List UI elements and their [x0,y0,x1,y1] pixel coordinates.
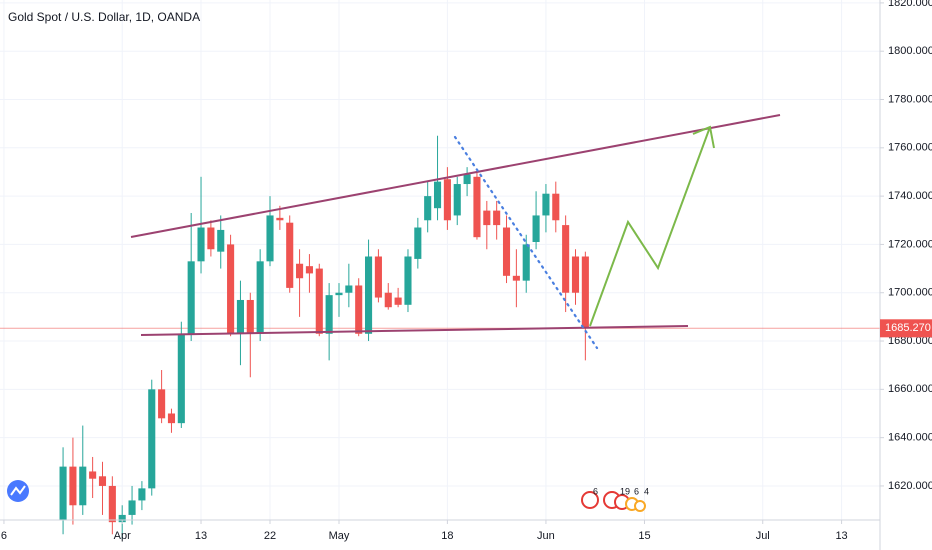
event-icons: 6 19 6 4 [581,486,649,512]
candle-body [463,174,471,185]
y-tick-label: 1620.000 [888,480,932,492]
candle-body [118,514,126,523]
candle-body [335,292,343,296]
chart-title: Gold Spot / U.S. Dollar, 1D, OANDA [8,10,200,24]
candle-body [473,176,481,238]
last-price-badge [880,319,932,338]
candle-body [246,299,254,334]
candle-body [187,261,195,334]
candle-body [355,285,363,334]
candle-body [79,466,87,506]
x-tick-label: Jul [756,530,770,542]
y-tick-label: 1800.000 [888,45,932,57]
logo-mark [10,485,26,496]
candle-body [384,292,392,308]
candle-body [502,227,511,276]
event-count: 19 [620,486,630,496]
candle-body [138,488,146,501]
event-count: 6 [634,486,639,496]
event-count: 4 [644,486,649,496]
candle-body [315,268,323,334]
candle-body [59,466,67,520]
candle-body [305,266,313,274]
candle-body [453,184,461,216]
event-icon[interactable] [634,500,646,512]
y-tick-label: 1740.000 [888,190,932,202]
y-tick-label: 1680.000 [888,335,932,347]
candle-body [266,215,274,262]
x-tick-label: Jun [537,530,555,542]
candle-body [433,181,442,209]
y-tick-label: 1780.000 [888,93,932,105]
candle-body [89,471,97,479]
grid-layer [0,0,880,520]
candle-body [69,466,77,506]
event-count: 6 [593,486,598,496]
y-tick-label: 1660.000 [888,383,932,395]
y-tick-label: 1760.000 [888,142,932,154]
candle-body [167,413,176,424]
candle-body [148,389,156,489]
candle-body [414,227,422,259]
candle-body [483,210,491,226]
candle-body [197,227,205,262]
candle-body [532,215,540,243]
candle-body [365,256,373,334]
x-tick-label: 6 [1,530,7,542]
candle-body [493,210,501,226]
event-icon[interactable] [581,491,599,509]
y-tick-label: 1820.000 [888,0,932,9]
candle-body [394,297,402,305]
y-tick-label: 1720.000 [888,238,932,250]
candle-body [296,263,304,279]
candle-body [443,179,451,221]
candle-body [236,299,244,334]
x-tick-label: 13 [835,530,847,542]
x-tick-label: 22 [264,530,276,542]
x-tick-label: Apr [114,530,131,542]
candle-body [325,295,333,334]
candle-body [542,193,550,216]
x-tick-label: 15 [638,530,650,542]
candle-body [276,217,284,221]
candle-body [128,500,136,515]
x-tick-label: 18 [441,530,453,542]
x-tick-label: 13 [195,530,207,542]
projection-arrowhead [692,125,715,149]
candle-body [108,485,116,523]
candle-body [177,333,185,424]
candle-body [158,389,166,419]
candle-body [98,476,107,486]
trend-line-upper [130,114,781,238]
candle-body [227,244,235,334]
candle-body [286,222,294,288]
projection-path [589,126,711,327]
candle-body [571,256,580,293]
y-tick-label: 1640.000 [888,432,932,444]
candle-body [424,196,432,221]
last-price-label: 1685.270 [885,322,931,334]
candle-body [256,261,264,334]
candle-body [581,256,589,329]
candle-body [374,256,382,298]
candle-body [562,225,570,293]
candle-body [552,193,560,221]
y-tick-label: 1700.000 [888,287,932,299]
candle-body [345,285,353,293]
candle-body [217,229,225,252]
candle-body [512,275,520,281]
candle-body [522,244,530,281]
candle-body [404,256,412,305]
candle-body [207,227,215,250]
trend-line-lower [140,325,689,336]
x-tick-label: May [329,530,350,542]
